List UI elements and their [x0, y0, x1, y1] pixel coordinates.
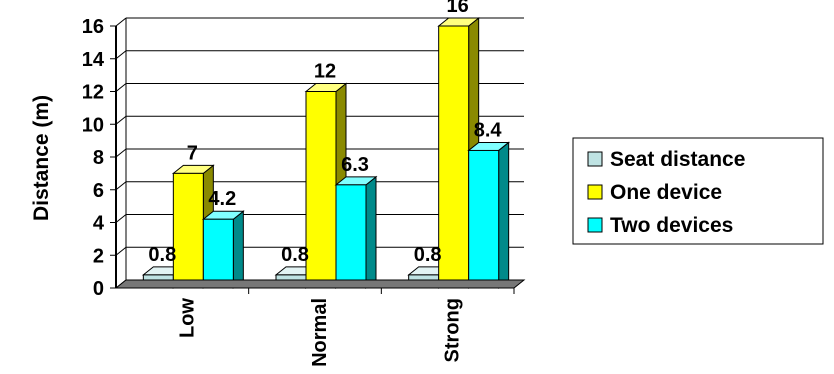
y-tick-label: 6 — [93, 180, 104, 202]
bar-front — [438, 25, 470, 289]
legend: Seat distance One device Two devices — [572, 137, 824, 245]
y-axis-title: Distance (m) — [30, 95, 53, 221]
x-category-label-low: Low — [176, 298, 198, 338]
y-tick-label: 4 — [93, 213, 105, 235]
y-tick-label: 0 — [93, 278, 104, 300]
gridline-depth — [115, 115, 127, 125]
bar-front — [335, 184, 367, 289]
bar-two-devices-strong — [467, 141, 511, 290]
legend-swatch-one-device — [587, 184, 603, 200]
legend-label-seat-distance: Seat distance — [610, 148, 745, 171]
data-label-seat-distance-strong: 0.8 — [414, 244, 442, 266]
data-label-one-device-normal: 12 — [314, 61, 336, 83]
x-category-label-strong: Strong — [442, 298, 464, 362]
legend-box — [572, 137, 824, 245]
data-label-two-devices-normal: 6.3 — [341, 154, 369, 176]
plot-labels: 0 2 4 6 8 10 12 14 16 0.8 7 4.2 Low 0.8 12 6.3 Normal 0.8… — [82, 0, 503, 367]
bar-side — [498, 141, 510, 290]
data-label-two-devices-strong: 8.4 — [474, 119, 503, 141]
gridline-depth — [115, 246, 127, 256]
bar-front — [172, 172, 204, 289]
bar-front — [305, 91, 337, 289]
legend-swatch-seat-distance — [587, 151, 603, 167]
y-tick-label: 16 — [82, 16, 104, 38]
y-tick-label: 12 — [82, 82, 104, 104]
bar-front — [202, 218, 234, 289]
gridline-depth — [115, 83, 127, 92]
gridline-depth — [115, 181, 127, 191]
gridline-depth — [115, 214, 127, 223]
gridline-depth — [115, 17, 127, 27]
data-label-one-device-strong: 16 — [447, 0, 469, 17]
bar-front — [468, 149, 500, 289]
legend-label-one-device: One device — [610, 181, 722, 204]
bar-side — [365, 175, 377, 290]
legend-swatch-two-devices — [587, 217, 603, 233]
y-tick-label: 2 — [93, 245, 104, 267]
data-label-seat-distance-low: 0.8 — [148, 244, 176, 266]
bar-side — [232, 210, 244, 290]
data-label-two-devices-low: 4.2 — [208, 188, 236, 210]
plot-axes — [110, 18, 526, 294]
y-tick-label: 14 — [82, 49, 105, 71]
data-label-one-device-low: 7 — [187, 142, 198, 164]
gridline-depth — [115, 148, 127, 158]
legend-label-two-devices: Two devices — [610, 214, 733, 237]
data-label-seat-distance-normal: 0.8 — [281, 244, 309, 266]
x-category-label-normal: Normal — [309, 298, 331, 367]
bar-two-devices-low — [201, 210, 245, 290]
y-tick-label: 10 — [82, 114, 104, 136]
bar-two-devices-normal — [334, 175, 378, 290]
gridline-depth — [115, 50, 127, 60]
plot-floor — [114, 279, 526, 289]
plot-bars — [141, 16, 511, 290]
y-tick-label: 8 — [93, 147, 104, 169]
